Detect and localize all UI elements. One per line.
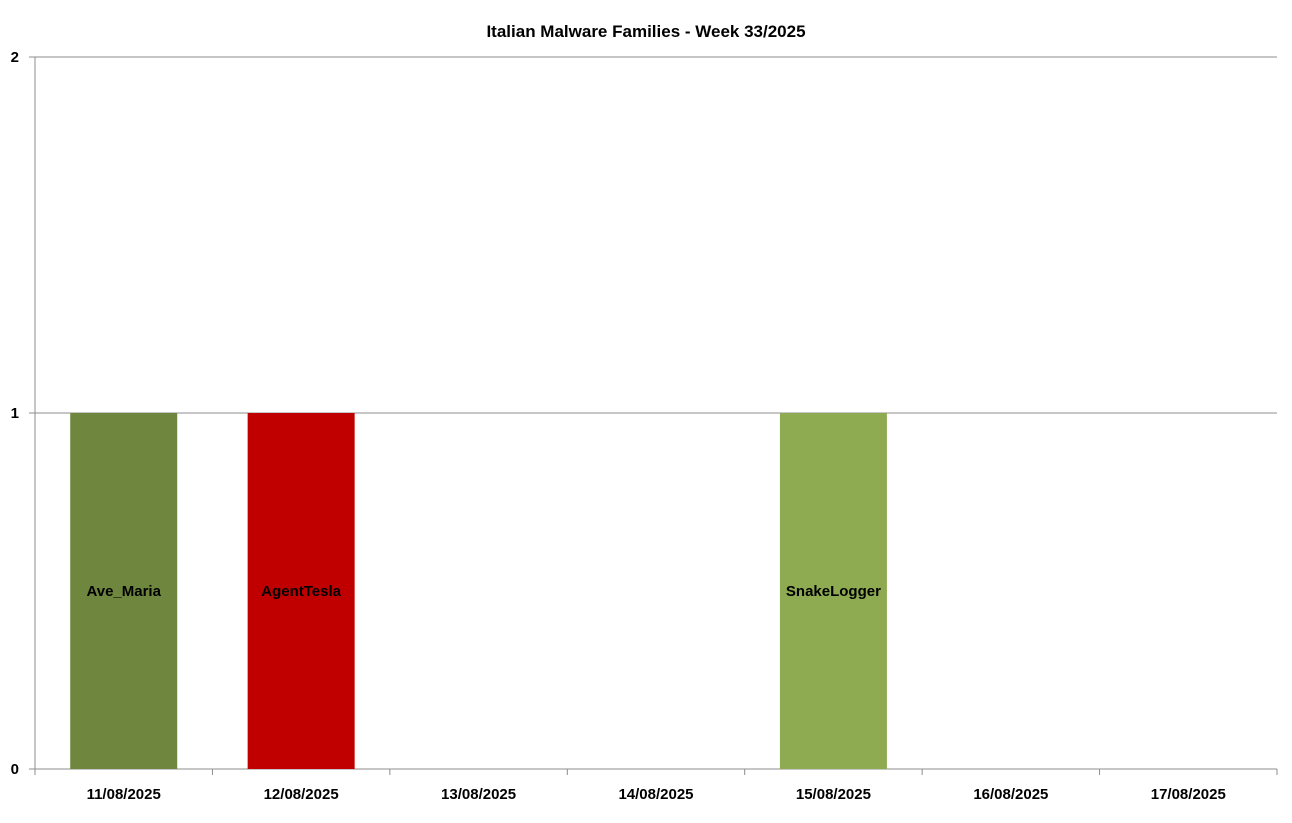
bars [70, 413, 887, 769]
x-tick-label: 11/08/2025 [87, 786, 161, 803]
x-tick-label: 16/08/2025 [973, 786, 1048, 803]
bar-label: SnakeLogger [786, 583, 881, 600]
bar [247, 413, 355, 769]
bar [779, 413, 887, 769]
y-tick-label: 1 [11, 405, 19, 422]
bar-label: Ave_Maria [86, 583, 161, 600]
chart-title: Italian Malware Families - Week 33/2025 [486, 22, 805, 41]
y-tick-label: 2 [11, 49, 19, 66]
gridlines [35, 56, 1277, 414]
bar-labels: Ave_Maria AgentTesla SnakeLogger [86, 583, 881, 600]
axes [29, 56, 1278, 775]
x-tick-label: 12/08/2025 [264, 786, 339, 803]
y-tick-labels: 0 1 2 [11, 49, 19, 778]
bar-label: AgentTesla [261, 583, 341, 600]
x-tick-label: 17/08/2025 [1151, 786, 1226, 803]
y-tick-label: 0 [11, 761, 19, 778]
x-tick-labels: 11/08/2025 12/08/2025 13/08/2025 14/08/2025… [87, 786, 1226, 803]
x-tick-label: 15/08/2025 [796, 786, 871, 803]
x-tick-label: 13/08/2025 [441, 786, 516, 803]
x-tick-label: 14/08/2025 [618, 786, 693, 803]
bar [70, 413, 178, 769]
